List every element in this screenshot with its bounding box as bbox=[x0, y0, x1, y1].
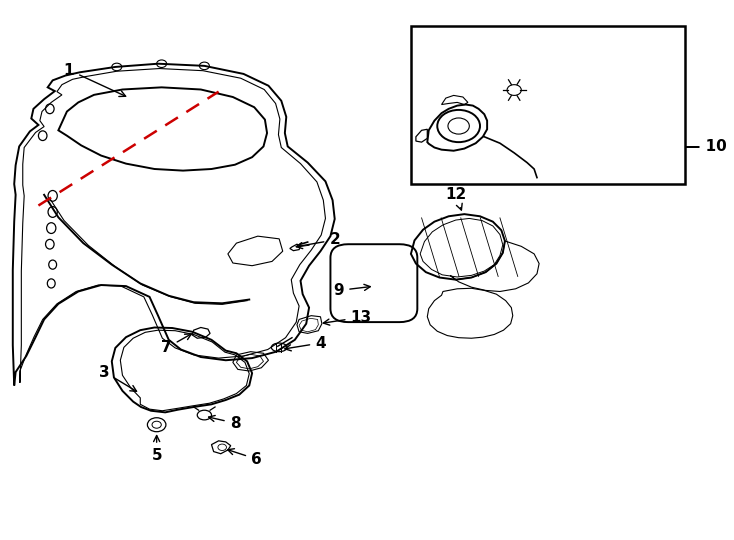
Text: 9: 9 bbox=[334, 283, 370, 298]
Text: 13: 13 bbox=[323, 310, 371, 325]
Text: 1: 1 bbox=[64, 63, 126, 97]
Text: 5: 5 bbox=[151, 435, 162, 463]
Text: 11: 11 bbox=[486, 66, 510, 86]
Text: 7: 7 bbox=[161, 334, 192, 355]
Text: 8: 8 bbox=[208, 415, 240, 430]
Text: 2: 2 bbox=[297, 232, 340, 248]
Text: 4: 4 bbox=[285, 335, 326, 351]
FancyBboxPatch shape bbox=[411, 25, 685, 184]
Text: 3: 3 bbox=[99, 364, 137, 391]
Text: 12: 12 bbox=[445, 187, 466, 210]
Text: — 10: — 10 bbox=[685, 139, 727, 154]
Text: 6: 6 bbox=[228, 449, 262, 467]
